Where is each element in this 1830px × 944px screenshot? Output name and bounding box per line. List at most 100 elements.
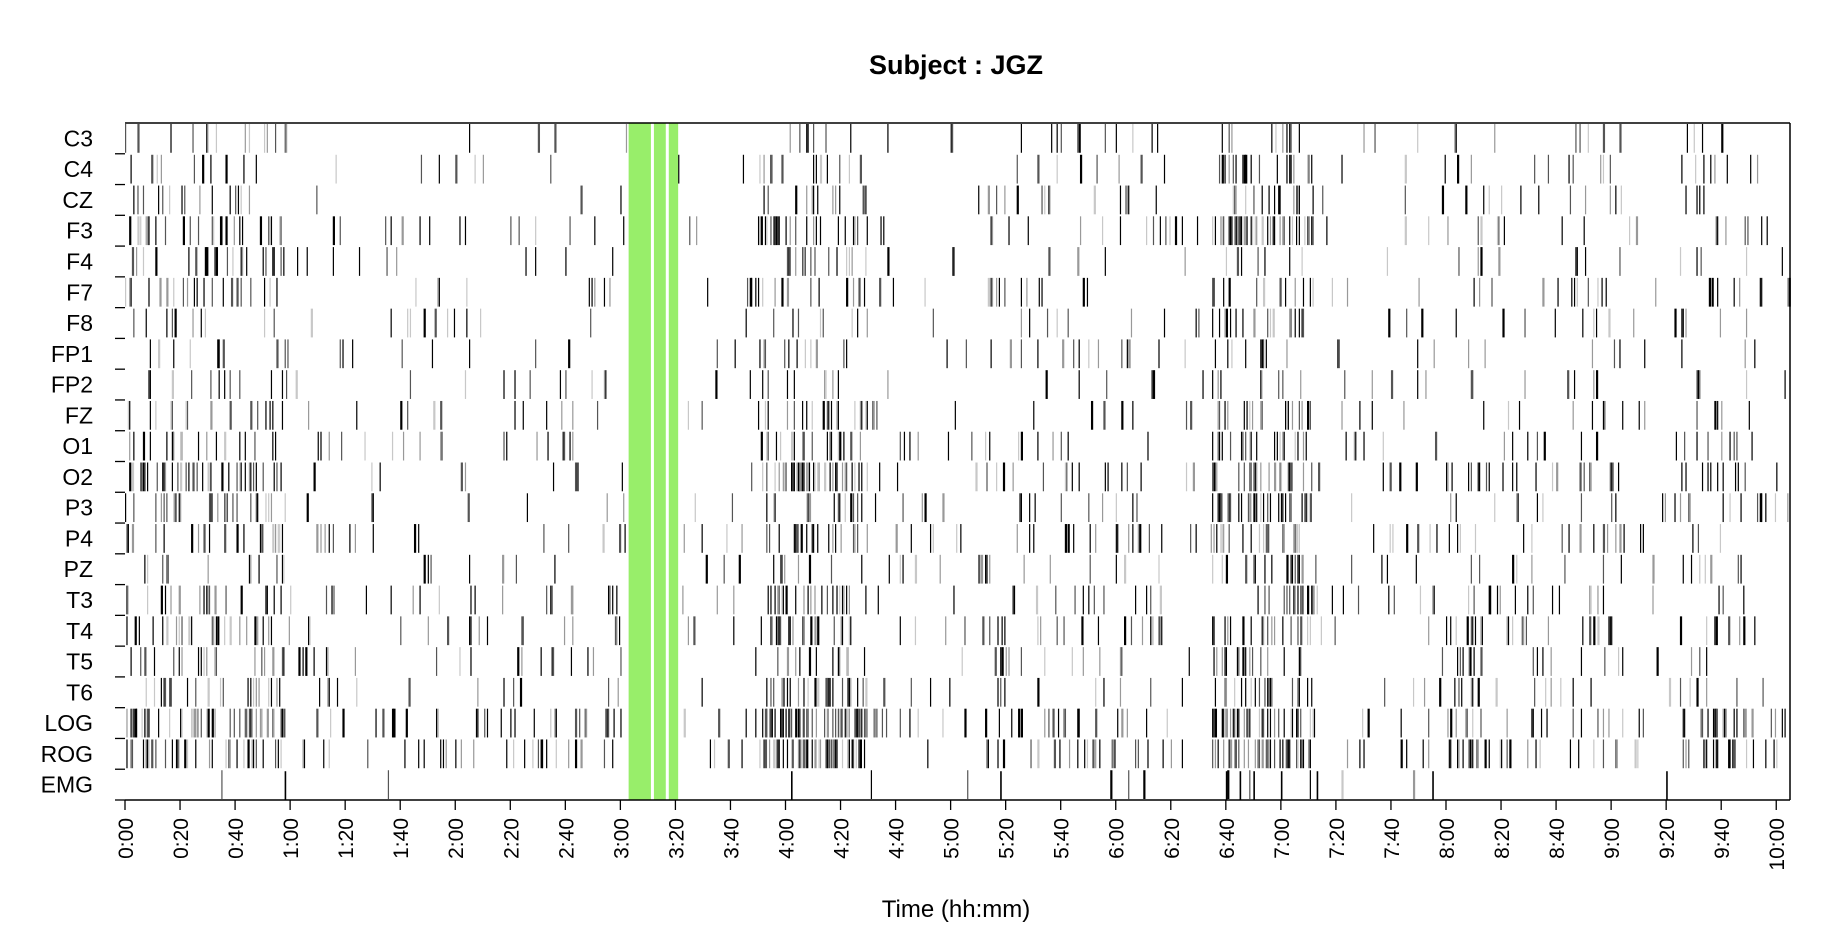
event-mark xyxy=(1243,462,1245,492)
event-mark xyxy=(1294,585,1296,615)
event-mark xyxy=(1374,124,1376,153)
event-mark xyxy=(1000,647,1002,676)
event-mark xyxy=(1261,185,1263,215)
event-mark xyxy=(316,524,319,553)
event-mark xyxy=(745,708,747,738)
event-mark xyxy=(1267,216,1269,246)
event-mark xyxy=(1762,677,1764,707)
event-mark xyxy=(746,277,749,307)
event-mark xyxy=(232,493,234,523)
event-mark xyxy=(332,585,335,615)
event-mark xyxy=(206,708,208,738)
event-mark xyxy=(423,554,426,584)
event-mark xyxy=(455,154,458,184)
event-mark xyxy=(302,647,304,676)
event-mark xyxy=(1239,216,1241,246)
event-mark xyxy=(1363,739,1365,769)
event-mark xyxy=(1534,154,1536,184)
event-mark xyxy=(924,277,926,307)
event-mark xyxy=(137,216,140,246)
event-mark xyxy=(1245,554,1248,584)
event-mark xyxy=(817,185,819,215)
event-mark xyxy=(839,431,842,461)
event-mark xyxy=(1737,462,1739,492)
event-mark xyxy=(180,493,182,523)
event-mark xyxy=(975,462,978,492)
event-mark xyxy=(244,124,246,153)
event-mark xyxy=(1264,554,1266,584)
event-mark xyxy=(1423,677,1426,707)
event-mark xyxy=(565,247,567,276)
event-mark xyxy=(266,124,268,153)
event-mark xyxy=(1135,585,1137,615)
event-mark xyxy=(766,431,768,461)
event-mark xyxy=(160,154,162,184)
highlight-separator xyxy=(665,123,669,800)
event-mark xyxy=(1078,339,1080,369)
event-mark xyxy=(1077,247,1080,276)
event-mark xyxy=(817,524,819,553)
event-mark xyxy=(766,524,768,553)
event-mark xyxy=(532,739,534,769)
event-mark xyxy=(235,185,237,215)
event-mark xyxy=(1053,739,1057,769)
event-mark xyxy=(1221,524,1223,553)
event-mark xyxy=(859,400,862,430)
event-mark xyxy=(1249,647,1251,676)
event-mark xyxy=(828,524,830,553)
event-mark xyxy=(1428,708,1430,738)
event-mark xyxy=(1712,739,1715,769)
event-mark xyxy=(1315,554,1317,584)
event-mark xyxy=(1165,216,1167,246)
event-mark xyxy=(1294,277,1296,307)
event-mark xyxy=(207,677,210,707)
event-mark xyxy=(1300,370,1302,399)
event-mark xyxy=(1386,554,1389,584)
event-mark xyxy=(1163,308,1166,338)
event-mark xyxy=(836,739,838,769)
event-mark xyxy=(1470,154,1472,184)
event-mark xyxy=(620,708,622,738)
event-mark xyxy=(273,247,275,276)
event-mark xyxy=(1220,216,1222,246)
event-mark xyxy=(749,370,751,399)
event-mark xyxy=(785,708,787,738)
event-mark xyxy=(580,185,583,215)
event-mark xyxy=(1706,677,1708,707)
event-mark xyxy=(588,277,590,307)
event-mark xyxy=(1734,462,1737,492)
event-mark xyxy=(982,616,985,646)
event-mark xyxy=(832,370,834,399)
event-mark xyxy=(1212,370,1214,399)
x-tick-label: 1:00 xyxy=(280,818,303,859)
event-mark xyxy=(825,677,828,707)
event-mark xyxy=(137,185,139,215)
event-mark xyxy=(1480,708,1482,738)
event-mark xyxy=(563,431,566,461)
event-mark xyxy=(303,739,306,769)
event-mark xyxy=(218,339,220,369)
event-mark xyxy=(778,462,780,492)
event-mark xyxy=(1238,493,1240,523)
event-mark xyxy=(171,308,173,338)
event-mark xyxy=(1005,647,1007,676)
event-mark xyxy=(738,554,741,584)
event-mark xyxy=(529,370,531,399)
event-mark xyxy=(1245,677,1247,707)
event-mark xyxy=(131,247,135,276)
event-mark xyxy=(133,431,135,461)
event-mark xyxy=(572,400,574,430)
event-mark xyxy=(1584,185,1587,215)
event-mark xyxy=(1516,554,1518,584)
event-mark xyxy=(1082,647,1084,676)
event-mark xyxy=(914,554,918,584)
event-mark xyxy=(718,708,721,738)
event-mark xyxy=(263,124,266,153)
event-mark xyxy=(1609,462,1611,492)
event-mark xyxy=(1608,616,1610,646)
event-mark xyxy=(203,277,205,307)
event-mark xyxy=(1279,277,1282,307)
event-mark xyxy=(1020,339,1022,369)
event-mark xyxy=(276,339,279,369)
event-mark xyxy=(763,739,765,769)
